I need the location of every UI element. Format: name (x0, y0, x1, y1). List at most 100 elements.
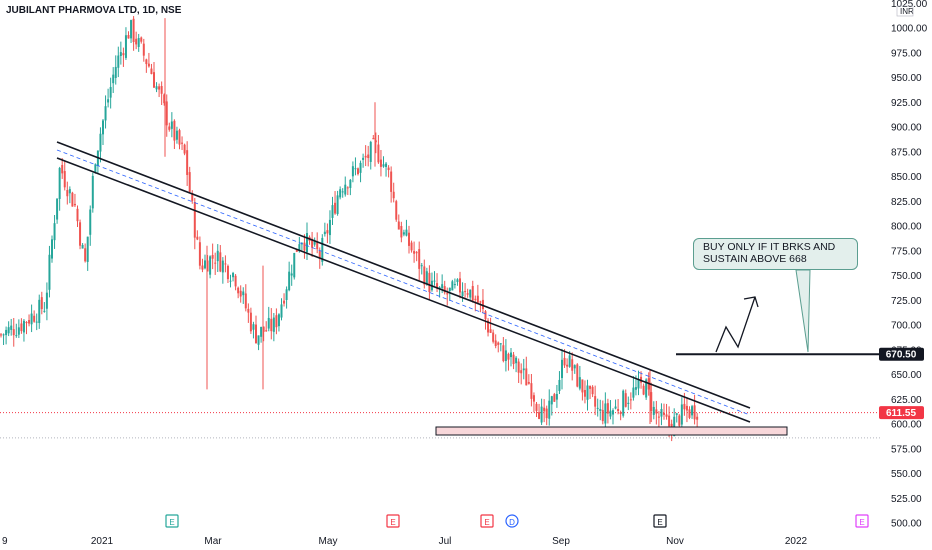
candle-body (178, 130, 181, 145)
candle-body (12, 329, 15, 336)
candle-body (425, 271, 428, 284)
candle-body (555, 393, 558, 400)
candle-body (150, 68, 153, 74)
candle-body (48, 254, 51, 290)
event-marker-icon[interactable]: E (165, 514, 179, 528)
candle-body (374, 140, 377, 143)
candle-body (387, 167, 390, 171)
candle-body (680, 404, 683, 425)
candle-body (104, 106, 107, 121)
event-marker-icon[interactable]: E (653, 514, 667, 528)
candle-body (479, 301, 482, 303)
arrow-head-icon (743, 296, 759, 308)
candle-body (71, 192, 74, 207)
candle-body (443, 286, 446, 293)
event-marker-icon[interactable]: D (505, 514, 519, 528)
candle-body (581, 379, 584, 393)
candle-body (548, 400, 551, 419)
candle-body (652, 406, 655, 415)
candle-body (456, 279, 459, 283)
candle-body (86, 236, 89, 262)
candle-body (512, 354, 515, 365)
candle-body (91, 175, 94, 209)
candle-body (290, 273, 293, 276)
candle-body (619, 412, 622, 415)
candle-body (114, 66, 117, 78)
annotation-line-1: BUY ONLY IF IT BRKS AND (703, 241, 836, 253)
currency-label: INR (900, 7, 914, 16)
candle-body (415, 252, 418, 254)
candle-body (367, 154, 370, 159)
price-tick-label: 550.00 (891, 469, 922, 480)
earnings-marker-shape (480, 514, 494, 528)
event-marker-icon[interactable]: E (386, 514, 400, 528)
candle-body (239, 290, 242, 297)
candle-body (655, 409, 658, 414)
price-tick-label: 600.00 (891, 420, 922, 431)
candle-body (285, 289, 288, 301)
candle-body (563, 357, 566, 366)
candle-body (193, 202, 196, 238)
candle-body (255, 324, 257, 344)
candle-body (295, 249, 298, 252)
candle-body (517, 361, 520, 373)
candle-body (10, 325, 13, 330)
candle-body (277, 314, 280, 327)
candle-body (226, 265, 229, 280)
price-tick-label: 800.00 (891, 222, 922, 233)
candle-body (122, 53, 125, 56)
candle-body (127, 35, 130, 39)
candle-body (492, 332, 495, 342)
candle-body (89, 209, 92, 235)
candle-body (163, 94, 166, 104)
candle-body (283, 300, 286, 304)
event-marker-label: E (657, 518, 662, 527)
candle-body (545, 408, 548, 419)
event-marker-icon[interactable]: E (855, 514, 869, 528)
candle-body (336, 195, 339, 214)
candle-body (242, 291, 245, 296)
candle-body (448, 287, 451, 292)
candle-body (696, 416, 699, 420)
price-tick-label: 625.00 (891, 395, 922, 406)
event-marker-icon[interactable]: E (480, 514, 494, 528)
annotation-callout[interactable]: BUY ONLY IF IT BRKS AND SUSTAIN ABOVE 66… (693, 238, 858, 270)
candles-layer (0, 16, 699, 442)
earnings-marker-shape (165, 514, 179, 528)
candle-body (81, 245, 84, 249)
candle-body (634, 387, 637, 390)
candle-body (183, 144, 186, 154)
candle-body (25, 322, 28, 324)
candle-body (275, 315, 278, 328)
candle-body (553, 394, 556, 402)
candle-body (201, 265, 204, 270)
price-tick-label: 575.00 (891, 444, 922, 455)
candle-body (224, 263, 227, 265)
candle-body (466, 293, 469, 295)
candle-body (660, 409, 663, 417)
candle-body (558, 379, 561, 391)
price-tag-bg (879, 406, 924, 420)
candle-body (464, 291, 467, 293)
time-tick-label: 2022 (785, 536, 808, 547)
candle-body (94, 164, 97, 173)
candle-body (606, 403, 609, 414)
candle-body (130, 20, 133, 39)
candle-body (453, 284, 456, 286)
candle-body (433, 280, 436, 282)
candle-body (68, 189, 71, 194)
candle-body (76, 208, 79, 222)
candle-body (153, 72, 155, 88)
candle-body (617, 409, 620, 412)
price-tick-label: 825.00 (891, 197, 922, 208)
candle-body (344, 184, 347, 195)
candle-body (15, 335, 18, 337)
candle-body (0, 334, 2, 336)
candle-body (591, 386, 594, 395)
drawings-layer[interactable] (56, 141, 880, 436)
price-tick-label: 725.00 (891, 296, 922, 307)
candle-body (132, 18, 135, 43)
candle-body (418, 249, 421, 269)
